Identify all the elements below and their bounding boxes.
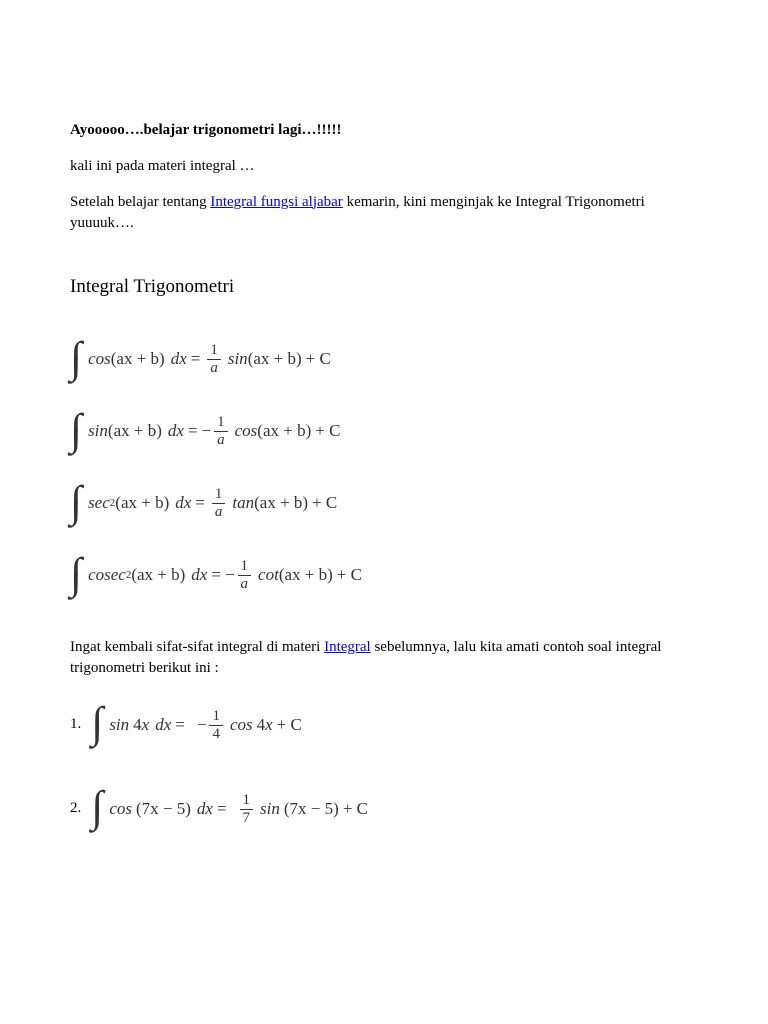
f3-arg: (ax + b) <box>115 491 169 516</box>
intro-3a: Setelah belajar tentang <box>70 194 210 210</box>
f4-num: 1 <box>238 559 252 575</box>
f3-tail: + C <box>312 491 337 516</box>
f1-frac: 1 a <box>207 343 221 376</box>
e1-den: 4 <box>209 725 223 742</box>
e1-fn: sin <box>109 713 129 738</box>
e1-dx: dx <box>155 713 171 738</box>
f4-eq: = <box>211 563 221 588</box>
e1-rarg: 4x <box>257 713 273 738</box>
e1-arg: 4x <box>133 713 149 738</box>
e1-num: 1 <box>209 709 223 725</box>
review-a: Ingat kembali sifat-sifat integral di ma… <box>70 639 324 655</box>
f3-eq: = <box>195 491 205 516</box>
f1-arg: (ax + b) <box>111 347 165 372</box>
e1-tail: + C <box>277 713 302 738</box>
e2-rfn: sin <box>260 797 280 822</box>
f4-fn: cosec <box>88 563 126 588</box>
example-1: 1. ∫ sin 4x dx = − 1 4 cos 4x + C <box>70 698 698 752</box>
formula-sin: ∫ sin (ax + b) dx = − 1 a cos (ax + b) +… <box>70 405 698 459</box>
link-integral[interactable]: Integral <box>324 639 371 655</box>
e2-fn: cos <box>109 797 132 822</box>
f4-frac: 1 a <box>238 559 252 592</box>
formula-cosec2: ∫ cosec2 (ax + b) dx = − 1 a cot (ax + b… <box>70 549 698 603</box>
f4-dx: dx <box>191 563 207 588</box>
document-page: Ayooooo….belajar trigonometri lagi…!!!!!… <box>0 0 768 906</box>
e2-eq: = <box>217 797 227 822</box>
e2-den: 7 <box>240 809 254 826</box>
f2-fn: sin <box>88 419 108 444</box>
formula-cos: ∫ cos (ax + b) dx = 1 a sin (ax + b) + C <box>70 333 698 387</box>
f3-num: 1 <box>212 487 226 503</box>
f3-rfn: tan <box>232 491 254 516</box>
f4-den: a <box>238 575 252 592</box>
f2-neg: − <box>202 419 212 444</box>
review-para: Ingat kembali sifat-sifat integral di ma… <box>70 637 698 681</box>
e2-frac: 1 7 <box>240 793 254 826</box>
intro-line-3: Setelah belajar tentang Integral fungsi … <box>70 192 698 236</box>
e2-rarg: (7x − 5) <box>284 797 339 822</box>
f4-rfn: cot <box>258 563 279 588</box>
e1-frac: 1 4 <box>209 709 223 742</box>
f1-tail: + C <box>306 347 331 372</box>
ex2-label: 2. <box>70 798 81 820</box>
link-integral-aljabar[interactable]: Integral fungsi aljabar <box>210 194 342 210</box>
f1-rfn: sin <box>228 347 248 372</box>
f3-rarg: (ax + b) <box>254 491 308 516</box>
e2-tail: + C <box>343 797 368 822</box>
f2-dx: dx <box>168 419 184 444</box>
f1-rarg: (ax + b) <box>248 347 302 372</box>
f1-den: a <box>207 359 221 376</box>
intro-bold-text: Ayooooo….belajar trigonometri lagi…!!!!! <box>70 122 341 138</box>
f2-arg: (ax + b) <box>108 419 162 444</box>
f2-tail: + C <box>315 419 340 444</box>
f2-rarg: (ax + b) <box>257 419 311 444</box>
f1-eq: = <box>191 347 201 372</box>
formula-sec2: ∫ sec2 (ax + b) dx = 1 a tan (ax + b) + … <box>70 477 698 531</box>
f4-arg: (ax + b) <box>131 563 185 588</box>
f1-num: 1 <box>207 343 221 359</box>
f2-eq: = <box>188 419 198 444</box>
f3-dx: dx <box>175 491 191 516</box>
e1-rfn: cos <box>230 713 253 738</box>
f2-frac: 1 a <box>214 415 228 448</box>
e2-arg: (7x − 5) <box>136 797 191 822</box>
e2-num: 1 <box>240 793 254 809</box>
e2-dx: dx <box>197 797 213 822</box>
intro-line-2: kali ini pada materi integral … <box>70 156 698 178</box>
e1-eq: = <box>175 713 185 738</box>
f3-fn: sec <box>88 491 110 516</box>
f4-tail: + C <box>337 563 362 588</box>
f4-rarg: (ax + b) <box>279 563 333 588</box>
f3-frac: 1 a <box>212 487 226 520</box>
f1-dx: dx <box>171 347 187 372</box>
intro-line-1: Ayooooo….belajar trigonometri lagi…!!!!! <box>70 120 698 142</box>
f2-num: 1 <box>214 415 228 431</box>
f2-rfn: cos <box>235 419 258 444</box>
f1-fn: cos <box>88 347 111 372</box>
f4-neg: − <box>225 563 235 588</box>
e1-neg: − <box>197 713 207 738</box>
f3-den: a <box>212 503 226 520</box>
example-2: 2. ∫ cos (7x − 5) dx = 1 7 sin (7x − 5) … <box>70 782 698 836</box>
section-title: Integral Trigonometri <box>70 273 698 301</box>
ex1-label: 1. <box>70 714 81 736</box>
f2-den: a <box>214 431 228 448</box>
